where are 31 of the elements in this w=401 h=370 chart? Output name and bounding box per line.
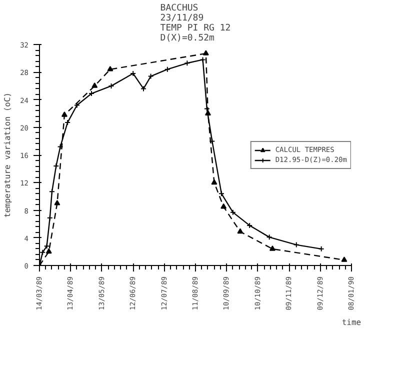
point xyxy=(54,200,60,206)
point xyxy=(140,86,146,92)
point xyxy=(57,144,64,150)
point xyxy=(184,60,190,66)
point xyxy=(107,66,114,72)
point xyxy=(48,188,55,195)
point xyxy=(204,106,210,112)
point xyxy=(237,228,244,234)
point xyxy=(40,249,46,256)
point xyxy=(220,203,227,209)
point xyxy=(230,209,236,216)
point xyxy=(202,50,209,56)
point xyxy=(44,243,50,250)
point xyxy=(266,234,272,240)
x-axis-title: time xyxy=(342,318,362,328)
point xyxy=(218,190,224,197)
point xyxy=(74,102,80,108)
point xyxy=(148,73,154,80)
point xyxy=(200,56,206,63)
point xyxy=(164,66,170,72)
point xyxy=(46,248,52,254)
point xyxy=(61,112,68,117)
point xyxy=(341,256,348,262)
y-axis-title: temperature variation (oC) xyxy=(3,92,12,218)
point xyxy=(293,242,300,248)
chart-title: BACCHUS 23/11/89 TEMP PI RG 12 D(X)=0.52m xyxy=(160,4,231,44)
point xyxy=(211,179,218,185)
point xyxy=(269,246,276,251)
point xyxy=(209,138,216,144)
point xyxy=(92,82,98,88)
point xyxy=(46,214,53,221)
